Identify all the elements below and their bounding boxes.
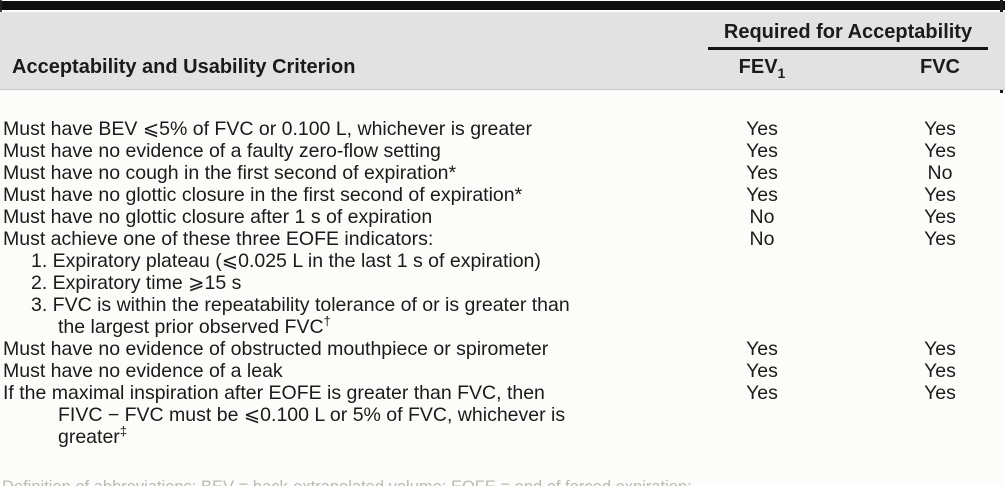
criterion-column-header: Acceptability and Usability Criterion: [12, 56, 356, 78]
table-subrow: 1. Expiratory plateau (⩽0.025 L in the l…: [0, 250, 1005, 272]
table-row: Must have no evidence of a leak Yes Yes: [0, 360, 1005, 382]
criterion-text: If the maximal inspiration after EOFE is…: [3, 382, 545, 404]
table-row: Must have no glottic closure in the firs…: [0, 184, 1005, 206]
fev1-value: Yes: [746, 338, 778, 360]
criterion-text: FIVC − FVC must be ⩽0.100 L or 5% of FVC…: [58, 404, 566, 426]
table-subrow: 2. Expiratory time ⩾15 s: [0, 272, 1005, 294]
footnote-marker: †: [323, 313, 331, 329]
table-subrow: FIVC − FVC must be ⩽0.100 L or 5% of FVC…: [0, 404, 1005, 426]
fev1-value: Yes: [746, 360, 778, 382]
table-row: Must achieve one of these three EOFE ind…: [0, 228, 1005, 250]
fev1-value: Yes: [746, 140, 778, 162]
table-row: Must have no evidence of a faulty zero-f…: [0, 140, 1005, 162]
fvc-value: [890, 294, 990, 316]
criterion-text: Must have no evidence of a faulty zero-f…: [3, 140, 441, 162]
fev1-value: Yes: [746, 118, 778, 140]
criterion-text: Must have no glottic closure in the firs…: [3, 184, 523, 206]
fvc-value: Yes: [924, 206, 956, 228]
table-row: Must have BEV ⩽5% of FVC or 0.100 L, whi…: [0, 118, 1005, 140]
criterion-text: Must have no glottic closure after 1 s o…: [3, 206, 433, 228]
fvc-value: Yes: [924, 140, 956, 162]
fev1-value: Yes: [746, 162, 778, 184]
fvc-value: Yes: [924, 118, 956, 140]
criterion-text: 2. Expiratory time ⩾15 s: [31, 272, 242, 294]
table-subrow: greater‡: [0, 423, 1005, 448]
group-header-required-for-acceptability: Required for Acceptability: [708, 21, 988, 50]
column-header-fvc: FVC: [920, 56, 960, 78]
fvc-value: [890, 426, 990, 448]
criterion-text: greater‡: [58, 423, 128, 448]
fvc-value: [890, 250, 990, 272]
table-row: Must have no glottic closure after 1 s o…: [0, 206, 1005, 228]
column-header-fev1: FEV1: [634, 50, 890, 81]
fev1-value: [634, 272, 890, 294]
table-row: If the maximal inspiration after EOFE is…: [0, 382, 1005, 404]
fev1-value: [634, 404, 890, 426]
fvc-value: Yes: [924, 184, 956, 206]
fvc-value: Yes: [924, 228, 956, 250]
fvc-value: No: [927, 162, 953, 184]
table-subrow: 3. FVC is within the repeatability toler…: [0, 294, 1005, 316]
fev1-value: Yes: [746, 184, 778, 206]
criterion-text: 3. FVC is within the repeatability toler…: [31, 294, 570, 316]
fev1-value: [634, 250, 890, 272]
fev1-value: No: [749, 228, 775, 250]
criterion-text: Must achieve one of these three EOFE ind…: [3, 228, 434, 250]
fev1-value: [634, 294, 890, 316]
table-body: Must have BEV ⩽5% of FVC or 0.100 L, whi…: [0, 90, 1005, 448]
table-row: Must have no evidence of obstructed mout…: [0, 338, 1005, 360]
fvc-value: Yes: [924, 338, 956, 360]
cutoff-footnote-text: Definition of abbreviations: BEV = back-…: [2, 478, 692, 486]
table-header: Acceptability and Usability Criterion Re…: [0, 12, 1005, 90]
fev1-value: No: [749, 206, 775, 228]
criterion-text: Must have BEV ⩽5% of FVC or 0.100 L, whi…: [3, 118, 532, 140]
fev1-value: Yes: [746, 382, 778, 404]
criterion-text: Must have no evidence of a leak: [3, 360, 283, 382]
table-row: Must have no cough in the first second o…: [0, 162, 1005, 184]
criterion-text: Must have no evidence of obstructed mout…: [3, 338, 549, 360]
fvc-value: Yes: [924, 360, 956, 382]
criterion-text: 1. Expiratory plateau (⩽0.025 L in the l…: [31, 250, 541, 272]
fvc-value: [890, 272, 990, 294]
top-rule-bar: [0, 1, 1005, 10]
fev1-value: [634, 316, 890, 338]
fev1-subscript: 1: [777, 65, 786, 81]
fvc-value: [890, 316, 990, 338]
footnote-marker: ‡: [119, 423, 128, 439]
fvc-value: [890, 404, 990, 426]
fev1-value: [634, 426, 890, 448]
fvc-value: Yes: [924, 382, 956, 404]
criterion-text: the largest prior observed FVC†: [58, 313, 331, 338]
table-subrow: the largest prior observed FVC†: [0, 313, 1005, 338]
criterion-text: Must have no cough in the first second o…: [3, 162, 457, 184]
fev1-label: FEV: [738, 56, 778, 78]
